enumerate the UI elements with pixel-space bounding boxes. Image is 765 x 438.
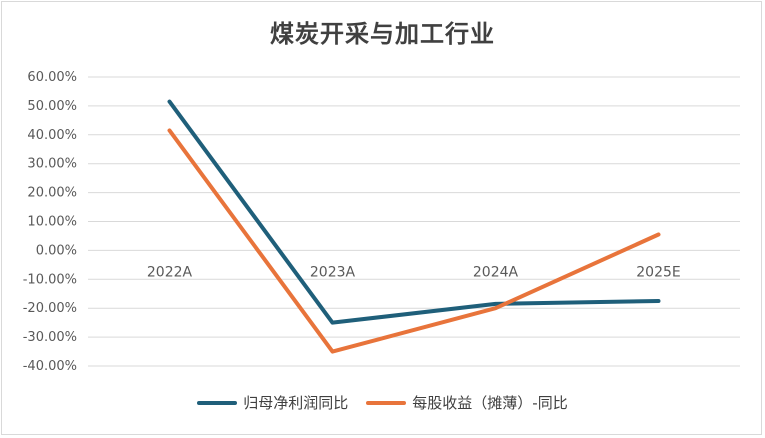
y-tick-label: 20.00% — [27, 186, 77, 201]
chart-title: 煤炭开采与加工行业 — [270, 20, 495, 48]
legend-label-series-2: 每股收益（摊薄）-同比 — [412, 394, 568, 412]
legend-label-series-1: 归母净利润同比 — [243, 394, 349, 412]
y-tick-label: 0.00% — [36, 243, 77, 258]
y-tick-label: -10.00% — [23, 272, 77, 287]
y-tick-label: -40.00% — [23, 359, 77, 374]
y-tick-label: 30.00% — [27, 157, 77, 172]
y-tick-label: -20.00% — [23, 301, 77, 316]
legend-swatch-series-1 — [197, 400, 238, 405]
series-line-1 — [167, 99, 661, 325]
x-category-label: 2025E — [636, 264, 680, 280]
chart-legend: 归母净利润同比 每股收益（摊薄）-同比 — [0, 392, 765, 413]
legend-item-series-1: 归母净利润同比 — [197, 392, 348, 413]
y-tick-label: -30.00% — [23, 330, 77, 345]
y-tick-label: 60.00% — [27, 70, 77, 85]
legend-swatch-series-2 — [366, 400, 407, 405]
legend-item-series-2: 每股收益（摊薄）-同比 — [366, 392, 568, 413]
y-tick-label: 40.00% — [27, 128, 77, 143]
x-category-label: 2023A — [310, 264, 356, 280]
y-tick-label: 10.00% — [27, 215, 77, 230]
x-category-label: 2022A — [147, 264, 193, 280]
x-category-label: 2024A — [473, 264, 519, 280]
y-tick-label: 50.00% — [27, 99, 77, 114]
series-line-2 — [167, 128, 661, 354]
